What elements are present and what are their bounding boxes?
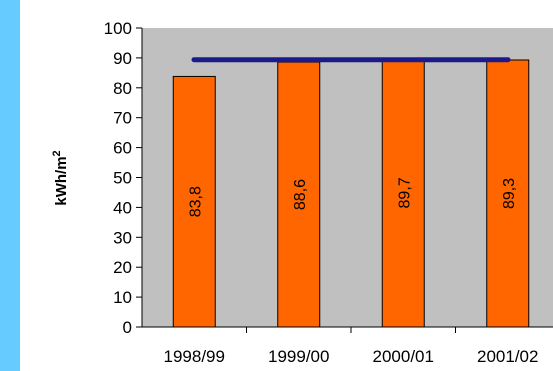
bar-value-label: 89,7 [396,177,413,208]
bar-1999/00 [277,61,321,328]
x-tick-label: 2001/02 [477,347,538,366]
bar-2000/01 [381,58,425,328]
y-axis-label-superscript: 2 [51,150,63,156]
y-tick-label: 70 [113,109,132,128]
y-tick-label: 20 [113,258,132,277]
bar-value-label: 88,6 [292,179,309,210]
y-tick-label: 0 [123,318,132,337]
y-tick-label: 80 [113,79,132,98]
y-tick-label: 30 [113,228,132,247]
bar-value-label: 89,3 [501,178,518,209]
y-tick-label: 50 [113,169,132,188]
y-tick-label: 40 [113,198,132,217]
y-tick-label: 10 [113,288,132,307]
y-axis-label-main: kWh/m [53,156,70,205]
y-tick-label: 100 [104,19,132,38]
y-tick-label: 90 [113,49,132,68]
bar-value-label: 83,8 [187,186,204,217]
x-tick-label: 1999/00 [268,347,329,366]
y-axis-label: kWh/m2 [51,150,70,205]
x-tick-label: 1998/99 [164,347,225,366]
y-tick-label: 60 [113,139,132,158]
x-tick-label: 2000/01 [373,347,434,366]
